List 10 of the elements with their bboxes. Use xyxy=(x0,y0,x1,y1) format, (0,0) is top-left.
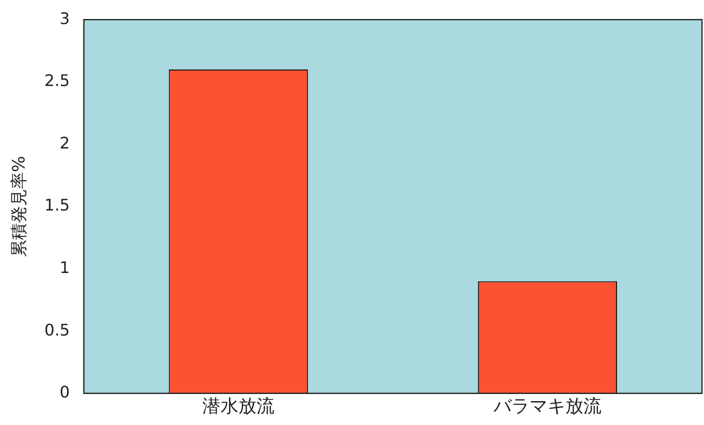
x-tick-label: バラマキ放流 xyxy=(492,396,602,417)
y-tick-label: 1.5 xyxy=(44,196,70,215)
y-tick-label: 1 xyxy=(60,258,70,277)
y-axis-title: 累積発見率% xyxy=(10,156,30,258)
y-tick-label: 2.5 xyxy=(44,71,70,90)
y-tick-label: 2 xyxy=(60,133,70,152)
x-tick-label: 潜水放流 xyxy=(202,396,274,417)
y-tick-label: 0 xyxy=(60,382,70,402)
y-tick-label: 0.5 xyxy=(44,320,70,340)
y-tick-label: 3 xyxy=(60,8,70,28)
